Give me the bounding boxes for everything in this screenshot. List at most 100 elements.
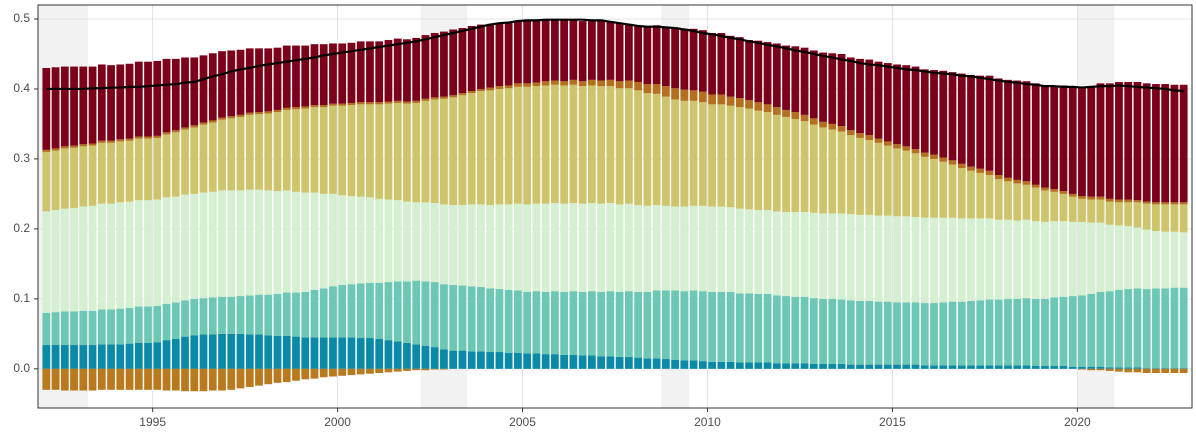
bar — [1013, 183, 1022, 221]
bar — [883, 63, 892, 142]
bar — [236, 114, 245, 117]
bar — [1170, 368, 1179, 369]
bar — [1133, 202, 1142, 228]
bar — [745, 100, 753, 109]
bar — [181, 336, 189, 369]
bar — [624, 356, 633, 369]
bar — [911, 66, 920, 150]
bar — [772, 363, 781, 369]
bar — [134, 200, 143, 307]
bar — [763, 104, 772, 113]
bar — [1096, 199, 1105, 223]
bar — [1105, 198, 1114, 202]
y-tick-label: 0.0 — [13, 361, 30, 375]
bar — [698, 205, 707, 292]
bar — [782, 116, 790, 213]
bar — [116, 139, 125, 142]
bar — [375, 41, 384, 103]
bar — [495, 289, 504, 353]
bar — [643, 291, 652, 359]
bar — [652, 25, 661, 85]
bar — [874, 215, 883, 302]
bar — [1133, 367, 1142, 369]
bar — [430, 97, 439, 100]
bar — [134, 136, 143, 139]
bar — [957, 163, 966, 169]
bar — [125, 201, 134, 308]
bar — [449, 97, 458, 206]
bar — [809, 118, 818, 125]
bar — [1004, 298, 1012, 366]
bar — [329, 105, 337, 194]
bar — [1013, 298, 1022, 366]
bar — [939, 217, 948, 303]
bar — [245, 48, 254, 113]
bar — [97, 142, 106, 204]
bar — [920, 217, 929, 304]
bar — [819, 52, 827, 122]
bar — [671, 27, 679, 89]
bar — [597, 86, 606, 204]
bar — [190, 298, 199, 336]
bar — [60, 146, 69, 149]
bar — [430, 347, 439, 369]
bar — [338, 103, 347, 106]
bar — [144, 200, 152, 307]
bar — [273, 191, 282, 294]
bar — [144, 61, 152, 137]
bar — [772, 43, 781, 108]
bar — [384, 340, 393, 369]
bar — [282, 368, 291, 383]
x-tick-label: 2000 — [324, 415, 351, 429]
bar — [1115, 368, 1123, 372]
bar — [902, 364, 911, 369]
bar — [329, 103, 337, 106]
bar — [70, 368, 78, 391]
bar — [745, 209, 753, 294]
bar — [366, 102, 374, 105]
bar — [338, 337, 347, 369]
bar — [1124, 199, 1133, 203]
bar — [264, 190, 273, 295]
bar — [144, 136, 152, 139]
bar — [680, 206, 689, 292]
bar — [1041, 298, 1049, 367]
bar — [643, 93, 652, 206]
bar — [1115, 225, 1123, 290]
bar — [384, 199, 393, 283]
bar — [1068, 86, 1077, 194]
bar — [70, 147, 78, 208]
bar — [97, 203, 106, 310]
bar — [393, 100, 402, 103]
bar — [680, 100, 689, 207]
bar — [70, 207, 78, 312]
bar — [70, 145, 78, 148]
bar — [218, 368, 226, 391]
bar — [1161, 84, 1170, 203]
bar — [624, 23, 633, 81]
bar — [754, 293, 763, 363]
bar — [292, 109, 300, 192]
bar — [421, 281, 430, 346]
bar — [153, 368, 162, 390]
bar — [171, 130, 180, 133]
bar — [809, 298, 818, 364]
bar — [541, 203, 550, 292]
bar — [153, 199, 162, 306]
bar — [541, 85, 550, 204]
bar — [652, 358, 661, 369]
bar — [310, 105, 319, 108]
bar — [107, 344, 115, 369]
bar — [819, 127, 827, 214]
bar — [930, 154, 938, 159]
bar — [51, 345, 60, 369]
bar — [1096, 366, 1105, 369]
bar — [846, 300, 855, 365]
bar — [403, 39, 411, 102]
bar — [1124, 202, 1133, 227]
x-tick-label: 1995 — [139, 415, 166, 429]
bar — [421, 345, 430, 369]
bar — [440, 349, 448, 369]
bar — [42, 151, 51, 212]
